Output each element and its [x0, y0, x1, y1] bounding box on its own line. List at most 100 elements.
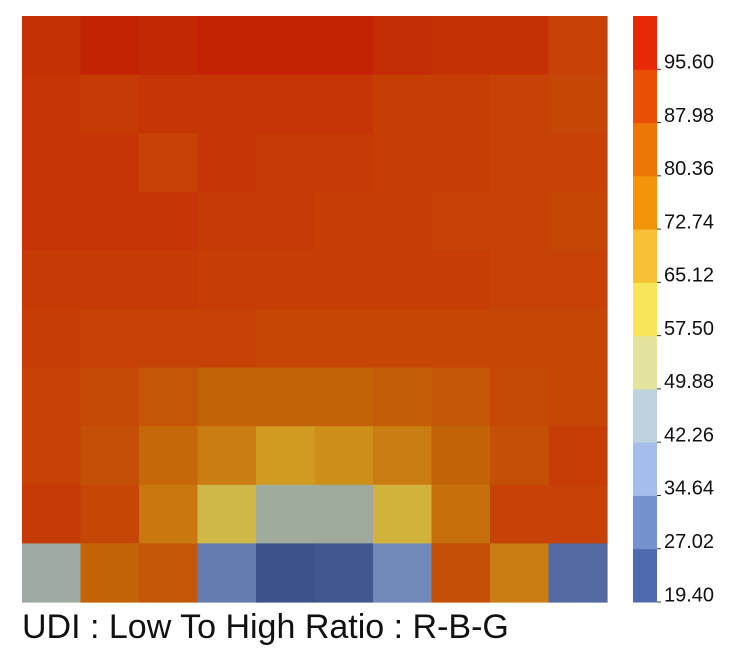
heatmap-cell: [314, 16, 374, 76]
heatmap-cell: [139, 191, 199, 251]
heatmap-cell: [314, 309, 374, 369]
heatmap-cell: [373, 543, 433, 603]
heatmap-cell: [490, 367, 550, 427]
heatmap-cell: [314, 191, 374, 251]
colorbar-band: [633, 282, 657, 337]
colorbar-tick-label: 42.26: [664, 424, 714, 446]
heatmap-cell: [490, 250, 550, 310]
heatmap-cell: [197, 426, 257, 486]
heatmap-cell: [373, 74, 433, 134]
heatmap-cell: [197, 367, 257, 427]
heatmap-cell: [314, 250, 374, 310]
heatmap-cell: [490, 16, 550, 76]
heatmap-cell: [197, 309, 257, 369]
heatmap-cell: [139, 309, 199, 369]
heatmap-cell: [373, 191, 433, 251]
heatmap-cell: [197, 543, 257, 603]
heatmap-cell: [431, 191, 491, 251]
colorbar-tick-label: 19.40: [664, 584, 714, 606]
colorbar-tick-label: 27.02: [664, 531, 714, 553]
heatmap-cell: [139, 16, 199, 76]
colorbar-band: [633, 548, 657, 603]
heatmap-cell: [22, 426, 82, 486]
heatmap-cell: [22, 484, 82, 544]
colorbar-band: [633, 442, 657, 496]
heatmap-cell: [22, 250, 82, 310]
heatmap-cell: [197, 16, 257, 76]
heatmap-cell: [314, 133, 374, 193]
heatmap-cell: [197, 191, 257, 251]
heatmap-cell: [548, 191, 608, 251]
heatmap-cell: [490, 191, 550, 251]
heatmap-cell: [197, 250, 257, 310]
heatmap-cell: [314, 74, 374, 134]
heatmap-cell: [139, 133, 199, 193]
heatmap-cell: [548, 426, 608, 486]
heatmap-cell: [256, 191, 316, 251]
heatmap-cell: [256, 484, 316, 544]
colorbar-band: [633, 229, 657, 283]
heatmap-cell: [548, 250, 608, 310]
heatmap-cell: [548, 484, 608, 544]
heatmap-cell: [373, 309, 433, 369]
heatmap-cell: [139, 484, 199, 544]
heatmap-cell: [256, 309, 316, 369]
heatmap-cell: [22, 16, 82, 76]
heatmap-cells: [22, 16, 608, 603]
heatmap-cell: [490, 543, 550, 603]
heatmap-cell: [490, 309, 550, 369]
heatmap-cell: [80, 74, 140, 134]
heatmap-cell: [314, 426, 374, 486]
heatmap-cell: [256, 74, 316, 134]
heatmap-cell: [22, 309, 82, 369]
heatmap-cell: [490, 426, 550, 486]
heatmap-cell: [314, 484, 374, 544]
colorbar-tick-label: 57.50: [664, 318, 714, 340]
heatmap-cell: [431, 543, 491, 603]
heatmap-cell: [431, 484, 491, 544]
colorbar-ticks: 95.60 87.98 80.36 72.74 65.12 57.50 49.88 42.26…: [657, 52, 714, 606]
colorbar-tick-label: 72.74: [664, 211, 714, 233]
heatmap-cell: [431, 133, 491, 193]
heatmap-cell: [139, 543, 199, 603]
colorbar-tick-label: 49.88: [664, 371, 714, 393]
colorbar-tick-label: 34.64: [664, 478, 714, 500]
heatmap-cell: [490, 484, 550, 544]
heatmap-cell: [256, 16, 316, 76]
heatmap-cell: [431, 250, 491, 310]
heatmap-cell: [256, 133, 316, 193]
heatmap-cell: [373, 367, 433, 427]
heatmap-cell: [256, 543, 316, 603]
colorbar-band: [633, 388, 657, 443]
heatmap-cell: [256, 426, 316, 486]
heatmap-cell: [373, 484, 433, 544]
colorbar-tick-label: 95.60: [664, 52, 714, 74]
heatmap-cell: [80, 16, 140, 76]
heatmap-cell: [490, 133, 550, 193]
heatmap-cell: [80, 543, 140, 603]
heatmap-cell: [431, 367, 491, 427]
colorbar-band: [633, 335, 657, 390]
colorbar-band: [633, 175, 657, 230]
heatmap-cell: [373, 250, 433, 310]
colorbar: [633, 16, 657, 603]
heatmap-cell: [197, 133, 257, 193]
heatmap-cell: [490, 74, 550, 134]
heatmap-cell: [373, 426, 433, 486]
heatmap-cell: [80, 426, 140, 486]
heatmap-cell: [256, 367, 316, 427]
heatmap-cell: [80, 484, 140, 544]
heatmap-cell: [548, 74, 608, 134]
heatmap-cell: [80, 367, 140, 427]
heatmap-cell: [139, 74, 199, 134]
colorbar-tick-label: 65.12: [664, 265, 714, 287]
colorbar-band: [633, 16, 657, 70]
colorbar-band: [633, 122, 657, 177]
heatmap-cell: [548, 367, 608, 427]
heatmap-cell: [431, 426, 491, 486]
colorbar-band: [633, 69, 657, 124]
heatmap-cell: [22, 133, 82, 193]
chart-title: UDI : Low To High Ratio : R-B-G: [22, 608, 509, 646]
heatmap-cell: [548, 16, 608, 76]
